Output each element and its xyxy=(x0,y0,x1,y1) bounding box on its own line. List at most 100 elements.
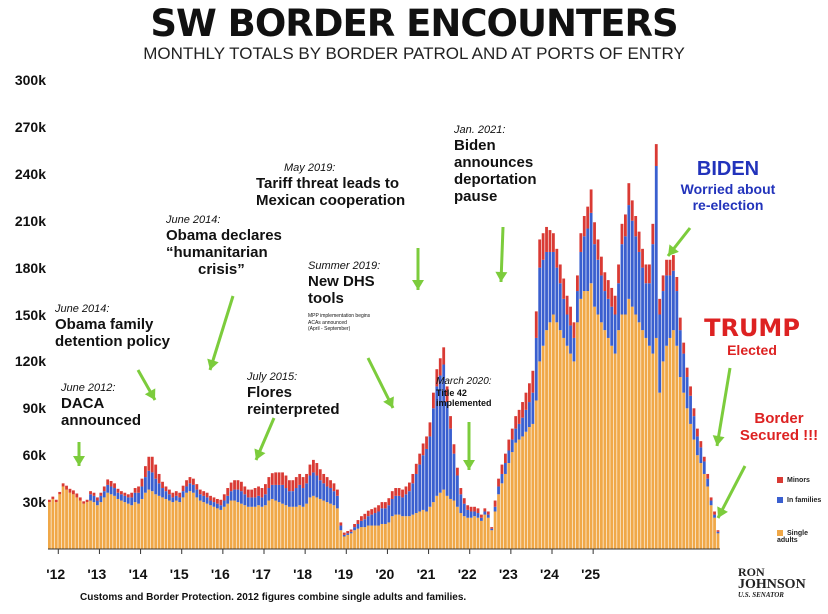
bar-minors-42 xyxy=(192,478,195,485)
bar-minors-10 xyxy=(82,501,86,504)
bar-in-families-125 xyxy=(476,513,480,518)
bar-minors-98 xyxy=(384,502,387,509)
bar-minors-99 xyxy=(387,498,391,506)
bar-in-families-188 xyxy=(692,416,696,440)
bar-in-families-29 xyxy=(147,470,151,490)
bar-minors-70 xyxy=(288,480,291,492)
bar-in-families-124 xyxy=(473,511,476,517)
chart-title: SW BORDER ENCOUNTERS xyxy=(150,2,678,45)
bar-in-families-192 xyxy=(706,478,710,487)
bar-minors-108 xyxy=(418,453,422,465)
bar-single-adults-72 xyxy=(294,506,298,549)
bar-minors-103 xyxy=(401,489,404,498)
bar-minors-36 xyxy=(171,492,175,498)
bar-single-adults-96 xyxy=(377,525,380,549)
bar-in-families-73 xyxy=(298,484,302,506)
bar-single-adults-80 xyxy=(322,500,326,549)
bar-minors-113 xyxy=(435,369,439,387)
bar-minors-182 xyxy=(672,255,675,271)
bar-minors-32 xyxy=(157,473,161,484)
bar-minors-88 xyxy=(349,529,353,532)
bar-single-adults-75 xyxy=(305,503,308,549)
bar-single-adults-138 xyxy=(521,436,524,549)
bar-minors-150 xyxy=(562,278,566,299)
bar-minors-79 xyxy=(318,469,322,481)
annotation-arrow xyxy=(73,442,85,466)
bar-single-adults-126 xyxy=(480,520,483,549)
bar-single-adults-163 xyxy=(606,337,610,549)
bar-single-adults-77 xyxy=(312,495,315,549)
bar-minors-5 xyxy=(65,485,68,490)
bar-in-families-63 xyxy=(264,494,267,506)
bar-in-families-102 xyxy=(397,495,401,515)
y-tick-label: 210k xyxy=(14,212,46,229)
bar-single-adults-31 xyxy=(154,494,158,549)
bar-minors-65 xyxy=(270,473,274,485)
bar-minors-68 xyxy=(281,472,284,485)
bar-minors-21 xyxy=(120,491,123,495)
bar-single-adults-41 xyxy=(188,491,192,549)
bar-minors-8 xyxy=(75,493,79,498)
bar-minors-193 xyxy=(709,497,713,501)
bar-single-adults-19 xyxy=(113,495,116,549)
bar-minors-58 xyxy=(246,489,250,498)
bar-minors-151 xyxy=(565,295,569,315)
bar-minors-75 xyxy=(305,473,308,484)
bar-minors-87 xyxy=(346,531,350,534)
bar-minors-51 xyxy=(222,494,226,501)
bar-in-families-49 xyxy=(216,503,219,509)
source-note: Customs and Border Protection. 2012 figu… xyxy=(80,592,467,603)
bar-minors-175 xyxy=(648,264,651,284)
bar-single-adults-166 xyxy=(617,330,620,549)
bar-in-families-38 xyxy=(178,497,182,503)
bar-single-adults-100 xyxy=(390,516,394,549)
bar-single-adults-29 xyxy=(147,489,151,549)
bar-single-adults-145 xyxy=(545,330,548,549)
bar-minors-74 xyxy=(301,477,305,489)
bar-single-adults-65 xyxy=(270,498,274,549)
annotation-arrow xyxy=(666,227,692,257)
bar-in-families-50 xyxy=(219,505,223,510)
bar-single-adults-104 xyxy=(404,516,408,549)
bar-in-families-166 xyxy=(617,283,620,331)
bar-single-adults-85 xyxy=(339,530,343,549)
bar-in-families-193 xyxy=(709,500,713,506)
bar-in-families-179 xyxy=(661,291,665,362)
bar-in-families-26 xyxy=(137,492,140,504)
bar-in-families-17 xyxy=(106,484,110,493)
annotation-humanitarian-crisis: June 2014: Obama declares “humanitarian … xyxy=(166,214,282,279)
bar-minors-134 xyxy=(507,439,511,451)
annotation-arrow xyxy=(366,357,395,409)
bar-in-families-60 xyxy=(253,497,257,507)
y-tick-label: 120k xyxy=(14,353,46,370)
bar-minors-61 xyxy=(257,486,260,496)
bar-single-adults-94 xyxy=(370,525,374,549)
bar-in-families-48 xyxy=(212,502,216,507)
bar-in-families-81 xyxy=(325,486,329,503)
bar-in-families-88 xyxy=(349,531,353,534)
bar-single-adults-123 xyxy=(469,517,473,549)
bar-single-adults-107 xyxy=(414,513,418,549)
bar-single-adults-0 xyxy=(48,502,51,549)
legend-in-families: In families xyxy=(777,497,825,504)
bar-single-adults-170 xyxy=(630,306,634,549)
bar-minors-12 xyxy=(89,491,92,495)
bar-in-families-176 xyxy=(651,244,655,354)
bar-minors-144 xyxy=(541,233,545,260)
bar-single-adults-5 xyxy=(65,489,68,549)
bar-single-adults-76 xyxy=(308,497,312,549)
bar-single-adults-6 xyxy=(68,492,72,549)
bar-in-families-58 xyxy=(246,497,250,507)
bar-minors-72 xyxy=(294,477,298,489)
bar-single-adults-106 xyxy=(411,514,415,549)
bar-single-adults-84 xyxy=(336,508,339,549)
bar-in-families-110 xyxy=(425,448,428,512)
bar-single-adults-150 xyxy=(562,337,566,549)
bar-in-families-52 xyxy=(226,495,230,504)
x-tick-label: '20 xyxy=(375,566,395,582)
bar-single-adults-184 xyxy=(678,377,682,549)
bar-in-families-121 xyxy=(462,503,466,517)
bar-single-adults-129 xyxy=(490,530,494,549)
bar-single-adults-16 xyxy=(102,497,106,549)
bar-single-adults-111 xyxy=(428,506,432,549)
